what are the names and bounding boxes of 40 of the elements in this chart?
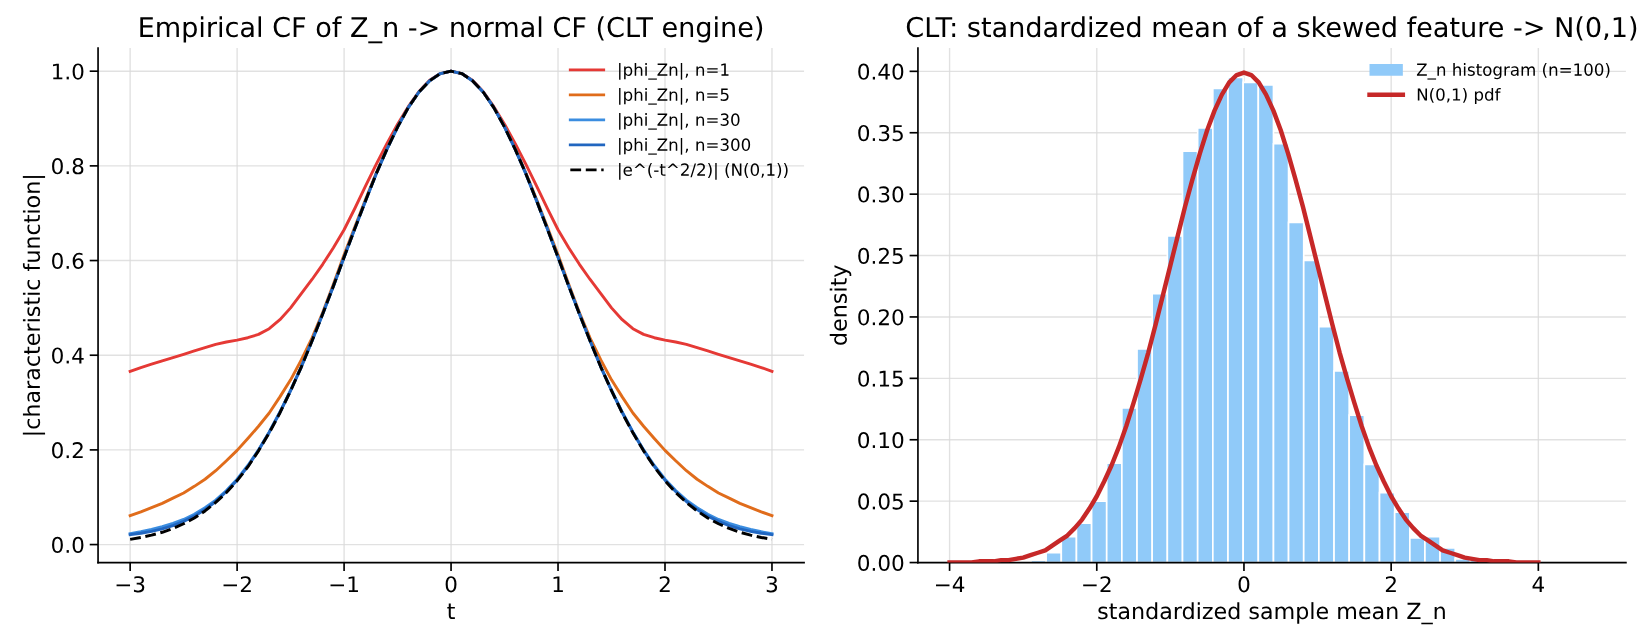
chart-title: CLT: standardized mean of a skewed feature -> N(0,1) <box>906 16 1637 41</box>
y-tick-label: 0.6 <box>52 252 84 270</box>
x-tick-label: −1 <box>330 576 358 593</box>
y-tick-label: 1.0 <box>52 63 84 80</box>
x-tick-label: −4 <box>935 576 965 593</box>
y-tick-label: 0.10 <box>858 431 904 449</box>
y-tick-label: 0.4 <box>52 347 84 364</box>
y-tick-label: 0.25 <box>858 247 903 265</box>
x-tick-label: 2 <box>659 576 670 593</box>
x-tick-label: 2 <box>1385 576 1396 593</box>
x-tick-label: −2 <box>223 576 251 593</box>
legend-label: Z_n histogram (n=100) <box>1416 63 1610 80</box>
legend-label: |phi_Zn|, n=300 <box>619 138 751 155</box>
x-tick-label: −3 <box>116 576 145 593</box>
legend-label: N(0,1) pdf <box>1417 87 1501 105</box>
x-tick-label: 1 <box>553 576 563 593</box>
x-axis-title: t <box>447 603 455 620</box>
legend-label: |e^(-t^2/2)| (N(0,1)) <box>619 163 788 180</box>
y-tick-label: 0.20 <box>858 309 904 326</box>
y-axis-title: |characteristic function| <box>22 176 46 435</box>
y-tick-label: 0.15 <box>858 370 903 387</box>
y-tick-label: 0.00 <box>858 554 904 572</box>
y-tick-label: 0.2 <box>52 442 83 459</box>
x-tick-label: −2 <box>1083 576 1111 593</box>
x-axis-title: standardized sample mean Z_n <box>1098 602 1445 625</box>
x-tick-label: 0 <box>1238 576 1250 593</box>
chart-title: Empirical CF of Z_n -> normal CF (CLT engine) <box>140 16 763 44</box>
y-tick-label: 0.0 <box>52 536 84 554</box>
legend-label: |phi_Zn|, n=5 <box>619 88 729 105</box>
x-tick-label: 3 <box>766 576 778 593</box>
y-axis-title: density <box>829 265 852 345</box>
x-tick-label: 4 <box>1532 576 1544 593</box>
y-tick-label: 0.40 <box>858 63 904 80</box>
y-tick-label: 0.8 <box>52 158 84 175</box>
legend-label: |phi_Zn|, n=1 <box>619 63 729 80</box>
y-tick-label: 0.35 <box>858 124 903 142</box>
y-tick-label: 0.30 <box>858 186 904 203</box>
x-tick-label: 0 <box>445 576 457 593</box>
legend-label: |phi_Zn|, n=30 <box>619 113 740 130</box>
y-tick-label: 0.05 <box>858 493 903 510</box>
